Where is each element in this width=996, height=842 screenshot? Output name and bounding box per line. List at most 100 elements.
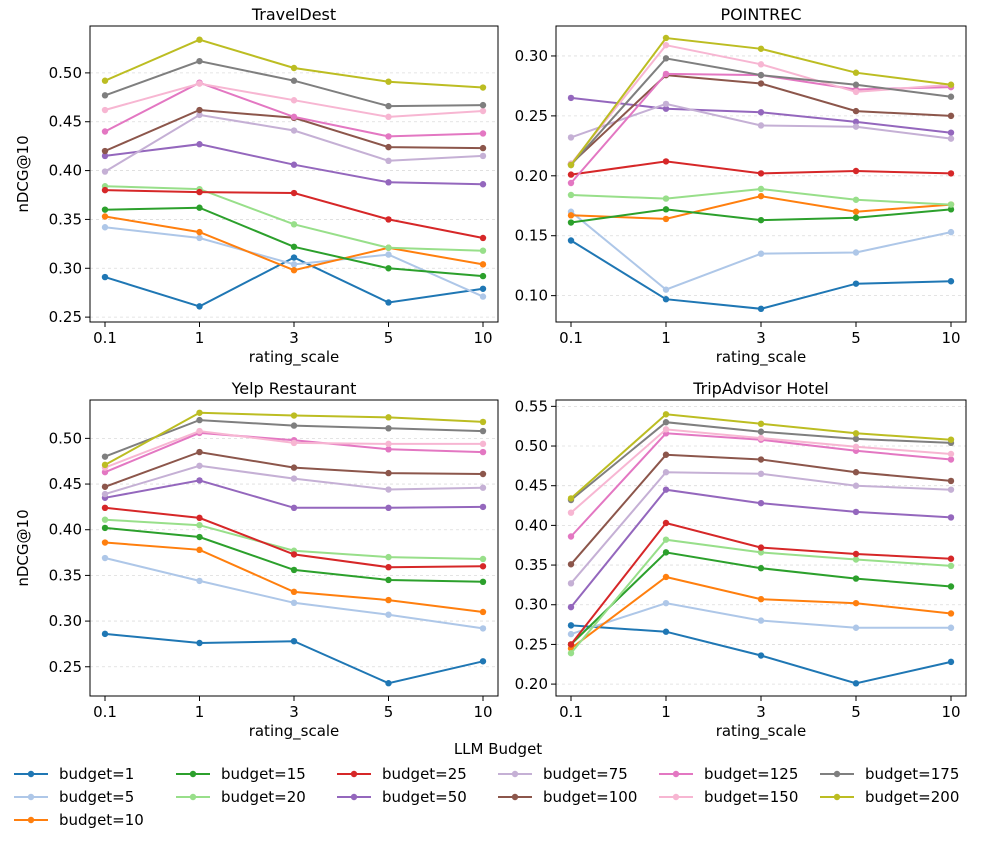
data-point	[385, 179, 392, 186]
data-point	[757, 71, 765, 79]
data-point	[852, 482, 860, 489]
data-point	[852, 81, 860, 88]
x-tick-label: 0.1	[93, 703, 117, 721]
x-tick-label: 0.1	[559, 329, 583, 347]
data-point	[101, 453, 109, 460]
data-point	[852, 508, 860, 516]
legend-item-budget-100: budget=100	[496, 787, 637, 807]
legend-swatch	[498, 770, 532, 778]
data-point	[567, 630, 575, 638]
data-point	[385, 133, 392, 140]
data-point	[385, 216, 392, 223]
data-point	[852, 280, 860, 287]
x-tick-label: 3	[289, 329, 299, 347]
data-point	[101, 524, 109, 532]
data-point	[479, 130, 487, 137]
legend-swatch	[176, 770, 210, 778]
legend-item-budget-175: budget=175	[818, 764, 959, 784]
data-point	[567, 161, 575, 169]
data-point	[290, 588, 298, 596]
legend-item-budget-150: budget=150	[657, 787, 798, 807]
data-point	[196, 639, 203, 647]
data-point	[290, 637, 298, 645]
data-point	[852, 118, 860, 126]
data-point	[196, 514, 203, 522]
legend-label: budget=175	[865, 765, 960, 783]
data-point	[290, 422, 298, 429]
data-point	[385, 143, 392, 151]
data-point	[290, 221, 298, 228]
data-point	[101, 106, 109, 114]
data-point	[385, 563, 392, 571]
data-point	[757, 565, 765, 572]
data-point	[385, 486, 392, 493]
data-point	[852, 624, 860, 631]
data-point	[196, 106, 203, 114]
y-tick-label: 0.35	[49, 566, 82, 584]
legend-label: budget=1	[59, 765, 135, 783]
data-point	[290, 254, 298, 261]
data-point	[101, 77, 109, 84]
data-point	[662, 519, 670, 527]
data-point	[290, 189, 298, 197]
legend-label: budget=50	[382, 788, 467, 806]
data-point	[852, 550, 860, 558]
data-point	[757, 652, 765, 659]
data-point	[385, 265, 392, 272]
data-point	[196, 303, 203, 310]
x-tick-label: 3	[289, 703, 299, 721]
x-tick-label: 5	[384, 329, 394, 347]
y-tick-label: 0.50	[49, 429, 82, 447]
data-point	[101, 539, 109, 546]
data-point	[567, 622, 575, 629]
data-point	[385, 157, 392, 165]
data-point	[567, 237, 575, 244]
legend-label: budget=75	[543, 765, 628, 783]
data-point	[852, 196, 860, 203]
legend-swatch	[820, 770, 854, 778]
chart-title: TravelDest	[251, 5, 336, 24]
data-point	[479, 272, 487, 280]
y-tick-label: 0.45	[49, 113, 82, 131]
data-point	[947, 486, 955, 493]
data-point	[385, 446, 392, 453]
data-point	[479, 484, 487, 491]
chart-panel-3: 0.20 0.25 0.30 0.35 0.40 0.45 0.50 0.55 0.1 1 3 5 10…	[515, 379, 967, 741]
data-point	[479, 470, 487, 478]
data-point	[290, 127, 298, 134]
data-point	[101, 630, 109, 638]
data-point	[479, 658, 487, 665]
x-tick-label: 5	[384, 703, 394, 721]
x-tick-label: 5	[851, 329, 861, 347]
legend-label: budget=200	[865, 788, 960, 806]
legend-swatch	[14, 793, 48, 801]
data-point	[567, 580, 575, 587]
data-point	[479, 440, 487, 448]
x-tick-label: 5	[851, 703, 861, 721]
data-point	[852, 167, 860, 175]
data-point	[567, 509, 575, 516]
data-point	[567, 191, 575, 199]
data-point	[947, 610, 955, 617]
x-tick-label: 1	[661, 329, 671, 347]
data-point	[757, 170, 765, 177]
data-point	[852, 123, 860, 130]
data-point	[290, 113, 298, 121]
legend-label: budget=10	[59, 811, 144, 829]
y-tick-label: 0.30	[515, 47, 548, 65]
data-point	[567, 495, 575, 502]
data-point	[196, 57, 203, 65]
data-point	[852, 599, 860, 607]
data-point	[567, 94, 575, 102]
data-point	[479, 503, 487, 511]
y-tick-label: 0.40	[49, 162, 82, 180]
legend-label: budget=100	[543, 788, 638, 806]
y-tick-label: 0.25	[49, 658, 82, 676]
data-point	[567, 649, 575, 657]
y-tick-label: 0.25	[49, 308, 82, 326]
data-point	[479, 578, 487, 586]
data-point	[852, 208, 860, 215]
data-point	[479, 448, 487, 456]
data-point	[101, 273, 109, 281]
data-point	[479, 247, 487, 254]
